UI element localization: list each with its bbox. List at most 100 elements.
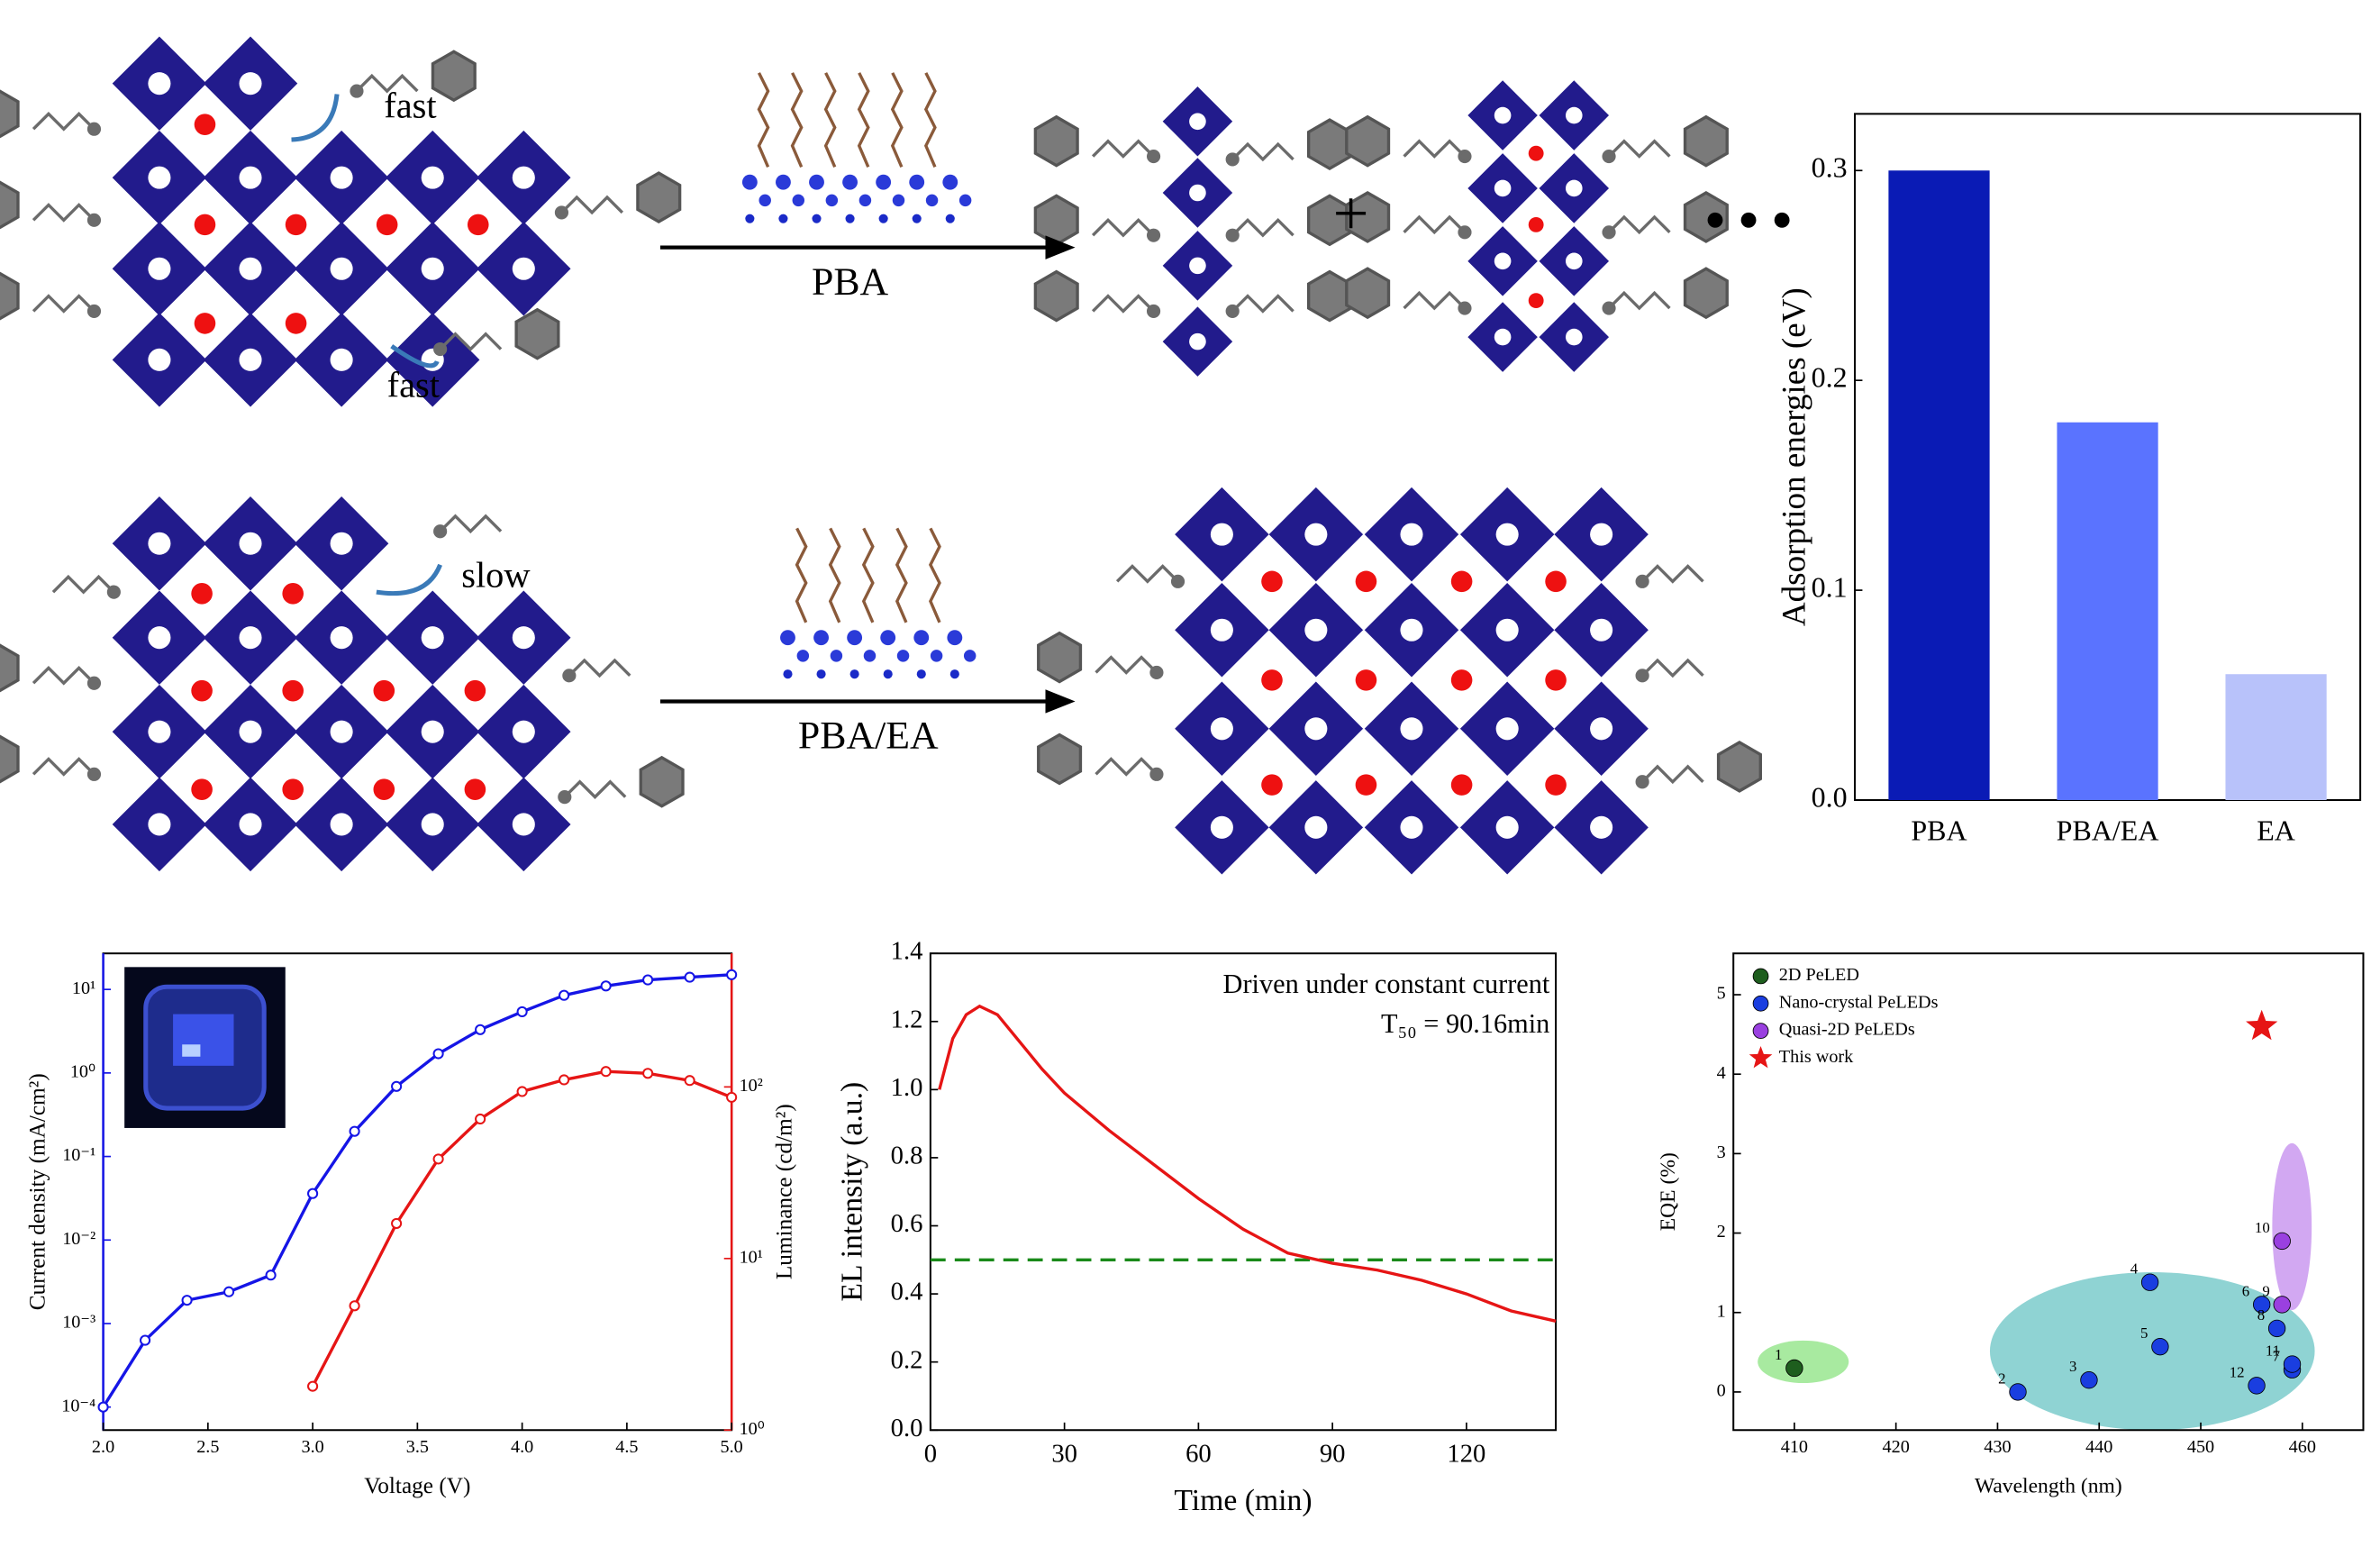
ligand — [1037, 733, 1164, 786]
ring — [1037, 733, 1083, 786]
y-tick-label: 1.4 — [891, 937, 923, 966]
atom — [825, 194, 839, 207]
dot — [1707, 212, 1723, 228]
center-atom — [330, 626, 353, 650]
center-atom — [1495, 618, 1519, 642]
x-tick-label: PBA — [1911, 814, 1967, 846]
ring — [514, 307, 560, 360]
atom — [847, 630, 863, 646]
y-tick-label: 10⁻² — [62, 1229, 95, 1249]
marker — [307, 1380, 319, 1392]
center-atom — [330, 257, 353, 280]
ligand — [1033, 194, 1161, 247]
fast-label: fast — [384, 86, 436, 126]
group-ellipse — [1989, 1272, 2315, 1431]
x-tick-label: 460 — [2289, 1437, 2316, 1457]
marker — [684, 971, 695, 983]
head — [1602, 149, 1616, 164]
cation — [191, 583, 213, 605]
atom — [842, 174, 858, 190]
marker — [684, 1075, 695, 1087]
cation — [194, 114, 216, 135]
center-atom — [1494, 252, 1512, 270]
ligand — [562, 658, 631, 683]
y-axis-label: EL intensity (a.u.) — [835, 1082, 868, 1302]
chain — [1607, 139, 1671, 159]
atom — [858, 194, 872, 207]
ring — [0, 643, 20, 693]
ligand — [1037, 631, 1164, 684]
cation — [1355, 570, 1377, 593]
inset-photo — [124, 967, 286, 1128]
x-tick-label: 0 — [924, 1439, 937, 1468]
center-atom — [239, 532, 262, 555]
x-tick-label: 410 — [1781, 1437, 1808, 1457]
center-atom — [1495, 523, 1519, 546]
head — [1225, 304, 1240, 319]
x-tick-label: EA — [2257, 814, 2295, 846]
ligand — [1345, 267, 1472, 320]
ring — [1033, 114, 1079, 168]
atom — [880, 630, 896, 646]
slow-label: slow — [461, 554, 531, 595]
center-atom — [1494, 328, 1512, 346]
y-tick-label: 0 — [1717, 1381, 1726, 1401]
center-atom — [1400, 815, 1423, 839]
cation — [1528, 216, 1544, 232]
chain — [1403, 214, 1467, 235]
head — [1170, 574, 1185, 588]
center-atom — [1400, 618, 1423, 642]
marker — [475, 1024, 486, 1035]
y-tick-label: 1 — [1717, 1301, 1726, 1321]
y-tick-label: 0.6 — [891, 1209, 923, 1238]
head — [1146, 228, 1161, 242]
point — [2140, 1273, 2159, 1291]
cation — [1355, 774, 1377, 796]
marker — [349, 1125, 360, 1137]
head — [1146, 304, 1161, 319]
x-tick-label: 450 — [2187, 1437, 2214, 1457]
chain — [1091, 217, 1155, 238]
atom — [892, 194, 905, 207]
atom — [809, 174, 824, 190]
ligand — [1115, 564, 1185, 588]
series-line — [102, 973, 732, 1408]
atom — [845, 214, 855, 223]
y-tick-label: 2 — [1717, 1222, 1726, 1242]
fast-label: fast — [387, 365, 440, 405]
dot — [1740, 212, 1757, 228]
head — [1149, 767, 1164, 781]
marker — [559, 1074, 570, 1086]
ligand — [1635, 564, 1704, 588]
x-tick-label: 60 — [1185, 1439, 1212, 1468]
center-atom — [1565, 179, 1583, 197]
center-atom — [1495, 815, 1519, 839]
x-axis-label: Voltage (V) — [364, 1473, 470, 1498]
point — [2009, 1383, 2027, 1401]
marker — [600, 1066, 612, 1078]
marker — [97, 1401, 109, 1413]
chain — [32, 203, 95, 223]
cation — [1528, 293, 1544, 309]
point-label: 9 — [2262, 1282, 2269, 1299]
x-tick-label: 30 — [1051, 1439, 1077, 1468]
ligand — [0, 643, 102, 693]
center-atom — [421, 813, 444, 836]
marker — [432, 1153, 444, 1165]
cation — [1545, 669, 1567, 691]
ring — [639, 755, 685, 808]
point — [2248, 1377, 2266, 1395]
point-label: 6 — [2242, 1282, 2249, 1299]
marker — [559, 989, 570, 1001]
point-label: 4 — [2130, 1260, 2139, 1278]
chain — [1403, 139, 1467, 159]
head — [86, 676, 102, 690]
center-atom — [1189, 257, 1206, 275]
x-tick-label: 120 — [1447, 1439, 1485, 1468]
ligand — [0, 89, 102, 139]
atom — [945, 214, 955, 223]
ring — [1345, 191, 1391, 243]
marker — [475, 1113, 486, 1125]
chain — [1231, 141, 1294, 162]
atom — [759, 194, 771, 207]
